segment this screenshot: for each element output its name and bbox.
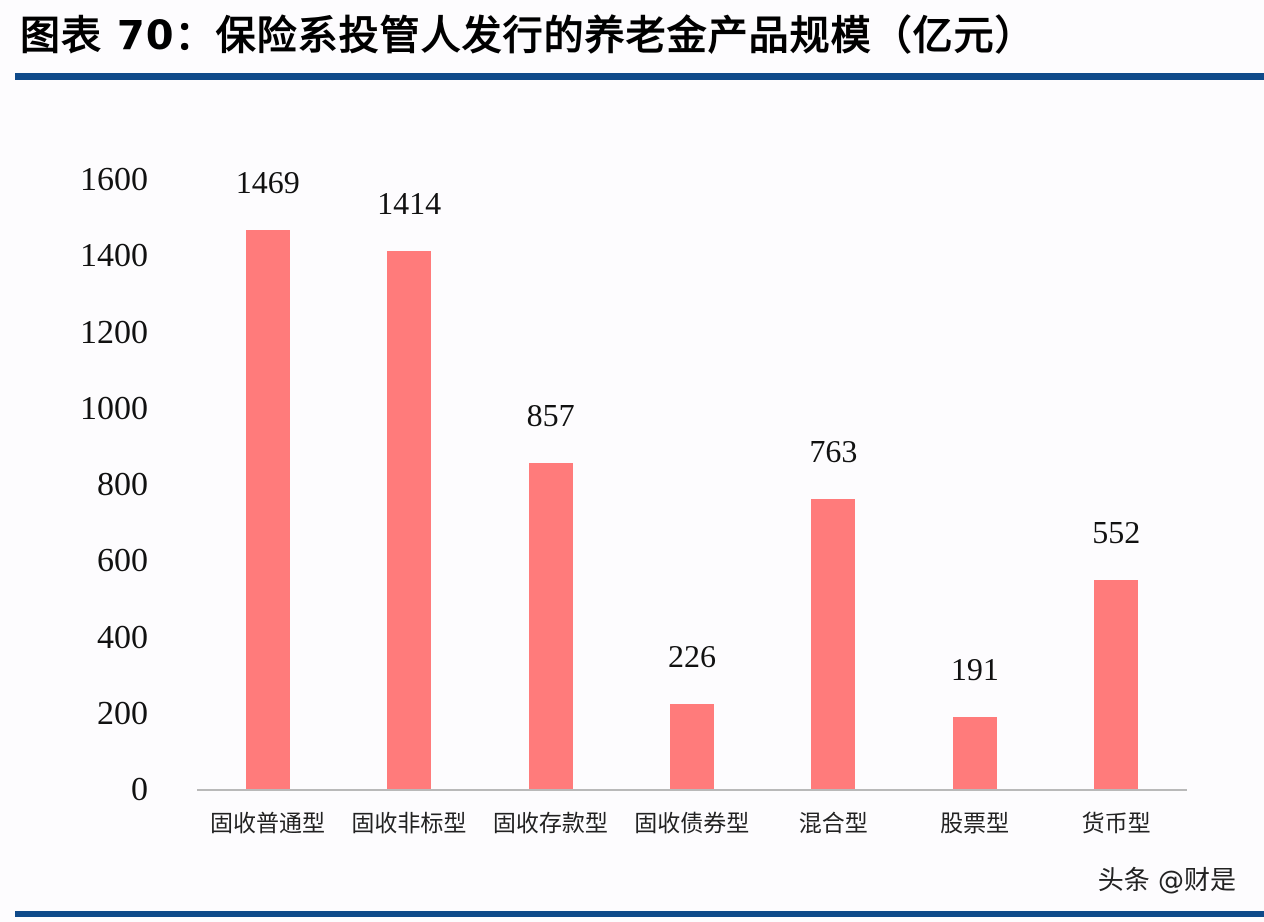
bottom-divider [15, 911, 1264, 917]
x-tick-label: 股票型 [940, 811, 1010, 837]
bar-value-label: 552 [1092, 513, 1141, 550]
bar-value-label: 226 [668, 637, 716, 674]
bar-value-label: 763 [809, 433, 858, 470]
bar [245, 229, 290, 790]
y-tick-label: 200 [97, 694, 148, 732]
y-tick-label: 600 [97, 542, 148, 580]
bar [811, 499, 856, 790]
x-axis-line [197, 789, 1187, 791]
y-tick-label: 1400 [80, 237, 148, 275]
bar-value-label: 857 [526, 397, 575, 434]
y-tick-label: 400 [97, 618, 148, 656]
x-tick-label: 固收普通型 [210, 811, 325, 837]
bar [387, 250, 432, 790]
y-tick-label: 1200 [80, 313, 148, 351]
y-tick-label: 1000 [80, 389, 148, 427]
x-tick-label: 混合型 [798, 811, 868, 837]
y-tick-label: 800 [97, 466, 148, 503]
y-tick-label: 1600 [80, 161, 148, 198]
x-tick-label: 货币型 [1081, 811, 1151, 837]
bar-value-label: 1469 [235, 163, 300, 200]
y-tick-label: 0 [131, 771, 148, 808]
bar [952, 717, 997, 790]
chart-title: 图表 70：保险系投管人发行的养老金产品规模（亿元） [20, 13, 1036, 59]
x-tick-label: 固收非标型 [351, 811, 467, 837]
bar-value-label: 1414 [377, 184, 442, 221]
x-tick-label: 固收存款型 [492, 811, 608, 837]
bar-value-label: 191 [950, 651, 999, 688]
bar [670, 703, 714, 790]
x-tick-label: 固收债券型 [634, 811, 750, 837]
top-divider [15, 73, 1264, 80]
bar [1094, 579, 1139, 790]
bar [528, 463, 573, 790]
watermark: 头条 @财是 [1097, 866, 1236, 896]
